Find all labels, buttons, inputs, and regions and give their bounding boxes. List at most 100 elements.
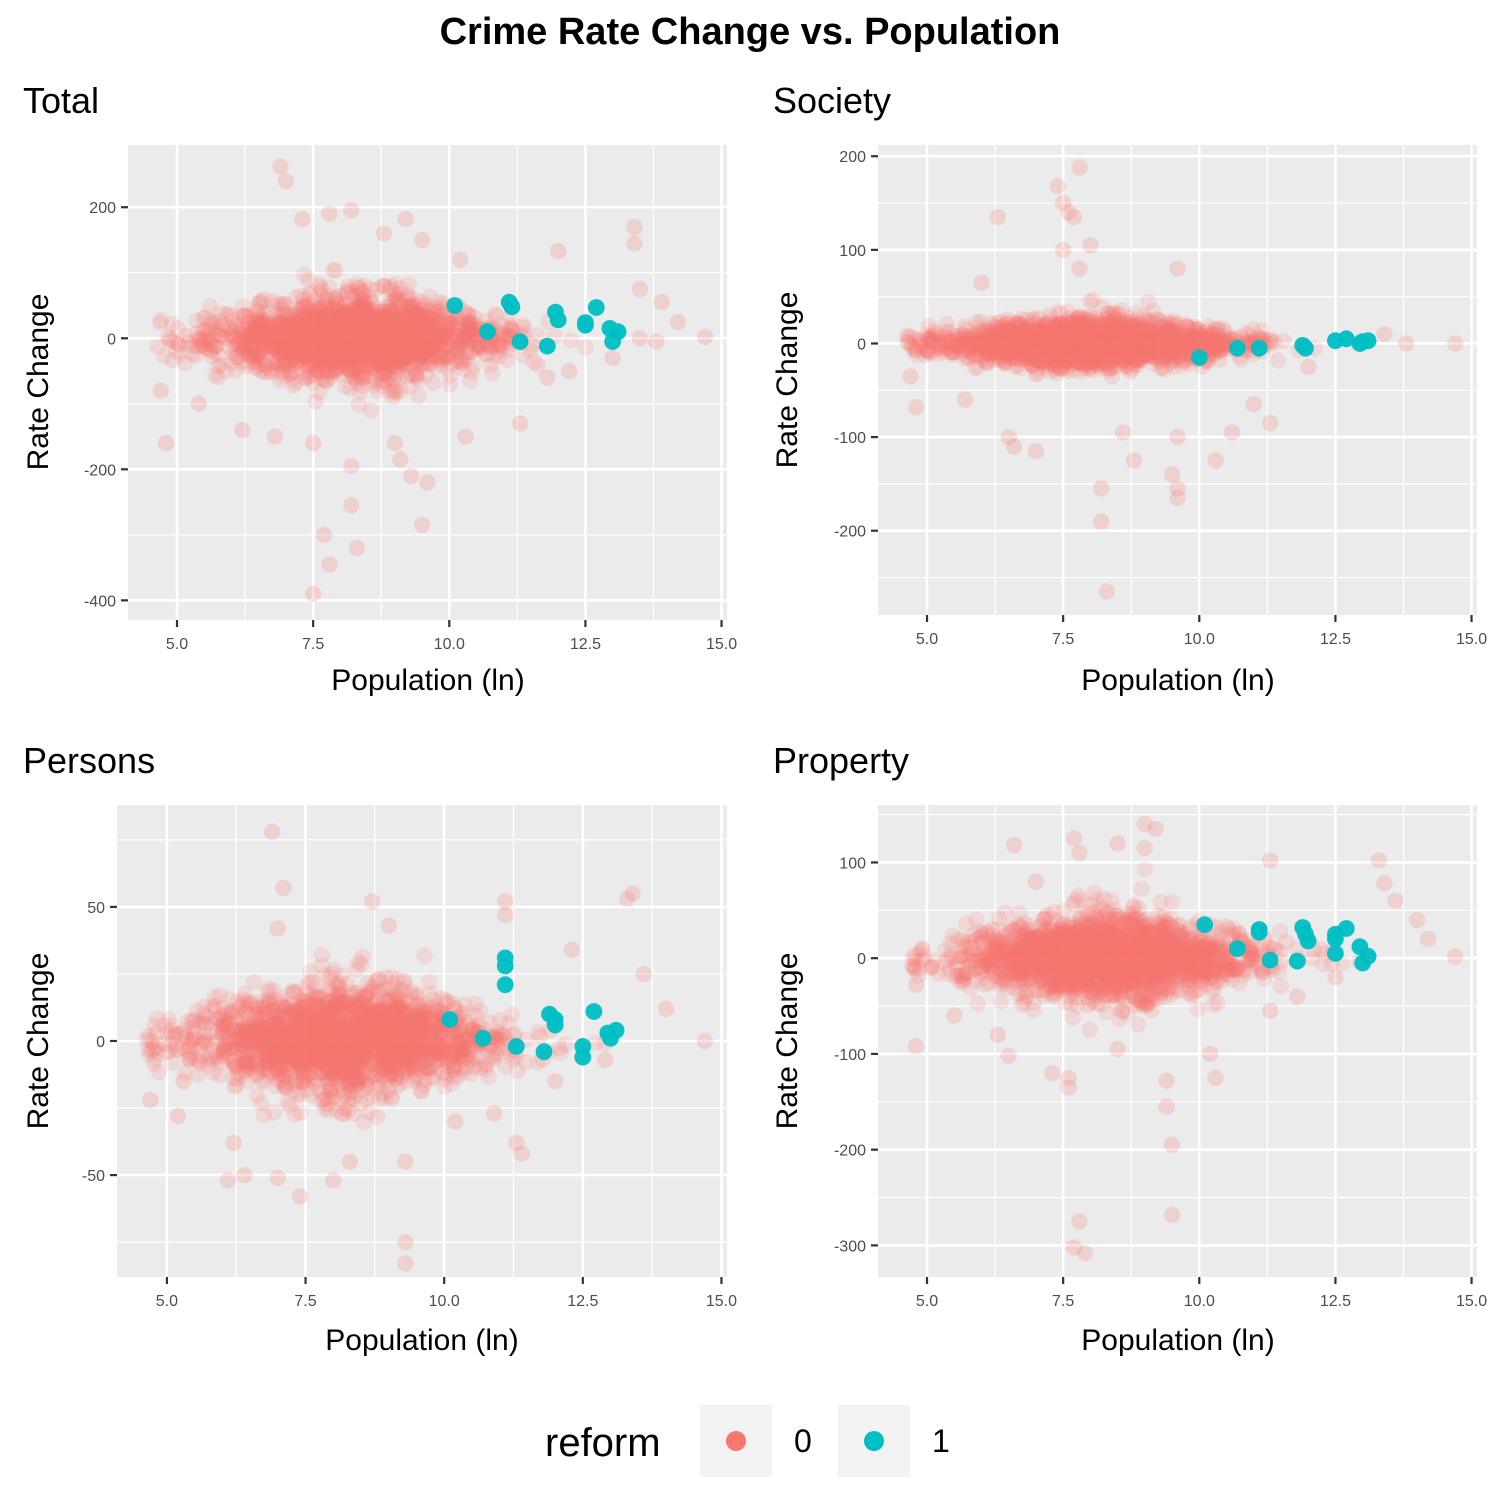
point-reform-0 <box>1011 351 1027 367</box>
point-reform-0 <box>632 330 648 346</box>
y-tick-label: 0 <box>107 331 116 348</box>
point-reform-0 <box>362 281 378 297</box>
point-reform-0 <box>387 435 403 451</box>
panel-title: Total <box>23 80 99 121</box>
point-reform-0 <box>461 321 477 337</box>
point-reform-1 <box>539 338 556 355</box>
point-reform-0 <box>256 291 272 307</box>
point-reform-0 <box>1108 331 1124 347</box>
y-axis-label: Rate Change <box>22 294 55 471</box>
point-reform-0 <box>604 350 620 366</box>
point-reform-0 <box>234 422 250 438</box>
y-tick-label: 100 <box>839 243 866 260</box>
point-reform-0 <box>632 281 648 297</box>
point-reform-0 <box>908 399 924 415</box>
point-reform-0 <box>403 347 419 363</box>
point-reform-0 <box>286 356 302 372</box>
y-axis-label: Rate Change <box>771 292 804 469</box>
plot-background <box>878 145 1477 615</box>
point-reform-0 <box>921 334 937 350</box>
point-reform-0 <box>363 402 379 418</box>
point-reform-0 <box>1131 324 1147 340</box>
x-tick-label: 7.5 <box>1052 631 1074 648</box>
point-reform-0 <box>1262 415 1278 431</box>
point-reform-0 <box>268 342 284 358</box>
point-reform-1 <box>512 333 529 350</box>
point-reform-1 <box>1191 349 1208 366</box>
point-reform-0 <box>1376 326 1392 342</box>
point-reform-0 <box>296 266 312 282</box>
point-reform-0 <box>376 374 392 390</box>
point-reform-0 <box>376 225 392 241</box>
point-reform-0 <box>1275 333 1291 349</box>
x-tick-label: 15.0 <box>706 636 737 653</box>
point-reform-0 <box>1115 424 1131 440</box>
point-reform-0 <box>306 338 322 354</box>
point-reform-0 <box>1169 429 1185 445</box>
point-reform-0 <box>345 334 361 350</box>
x-axis-label: Population (ln) <box>1081 664 1274 697</box>
point-reform-0 <box>1074 351 1090 367</box>
point-reform-0 <box>340 279 356 295</box>
point-reform-0 <box>264 364 280 380</box>
point-reform-0 <box>626 219 642 235</box>
point-reform-0 <box>1085 292 1101 308</box>
point-reform-0 <box>278 173 294 189</box>
point-reform-0 <box>267 428 283 444</box>
point-reform-0 <box>1055 242 1071 258</box>
point-reform-0 <box>171 336 187 352</box>
point-reform-0 <box>1126 452 1142 468</box>
point-reform-0 <box>1071 159 1087 175</box>
point-reform-0 <box>393 280 409 296</box>
point-reform-0 <box>307 393 323 409</box>
point-reform-0 <box>1050 178 1066 194</box>
point-reform-0 <box>907 331 923 347</box>
panel-title: Society <box>773 80 891 121</box>
point-reform-0 <box>1041 341 1057 357</box>
point-reform-0 <box>305 586 321 602</box>
point-reform-0 <box>1093 480 1109 496</box>
point-reform-0 <box>1447 335 1463 351</box>
point-reform-0 <box>697 329 713 345</box>
point-reform-0 <box>343 202 359 218</box>
point-reform-0 <box>670 314 686 330</box>
point-reform-0 <box>561 363 577 379</box>
point-reform-0 <box>343 458 359 474</box>
point-reform-0 <box>403 468 419 484</box>
point-reform-0 <box>321 556 337 572</box>
point-reform-0 <box>245 346 261 362</box>
point-reform-0 <box>516 317 532 333</box>
point-reform-0 <box>462 373 478 389</box>
point-reform-0 <box>1164 466 1180 482</box>
x-tick-label: 15.0 <box>1456 631 1487 648</box>
point-reform-0 <box>191 396 207 412</box>
point-reform-0 <box>213 357 229 373</box>
point-reform-0 <box>152 315 168 331</box>
point-reform-0 <box>425 375 441 391</box>
point-reform-0 <box>1300 359 1316 375</box>
point-reform-0 <box>221 306 237 322</box>
y-tick-label: 200 <box>89 200 116 217</box>
x-tick-label: 10.0 <box>1184 631 1215 648</box>
point-reform-0 <box>1066 209 1082 225</box>
point-reform-0 <box>973 274 989 290</box>
point-reform-0 <box>1169 490 1185 506</box>
point-reform-0 <box>384 359 400 375</box>
point-reform-0 <box>1398 335 1414 351</box>
point-reform-0 <box>512 415 528 431</box>
point-reform-0 <box>1086 317 1102 333</box>
point-reform-1 <box>610 323 627 340</box>
point-reform-0 <box>990 209 1006 225</box>
point-reform-0 <box>1052 315 1068 331</box>
point-reform-0 <box>457 428 473 444</box>
x-axis-label: Population (ln) <box>331 664 524 697</box>
point-reform-0 <box>957 335 973 351</box>
point-reform-0 <box>354 303 370 319</box>
point-reform-1 <box>504 298 521 315</box>
point-reform-0 <box>550 243 566 259</box>
point-reform-0 <box>1071 260 1087 276</box>
